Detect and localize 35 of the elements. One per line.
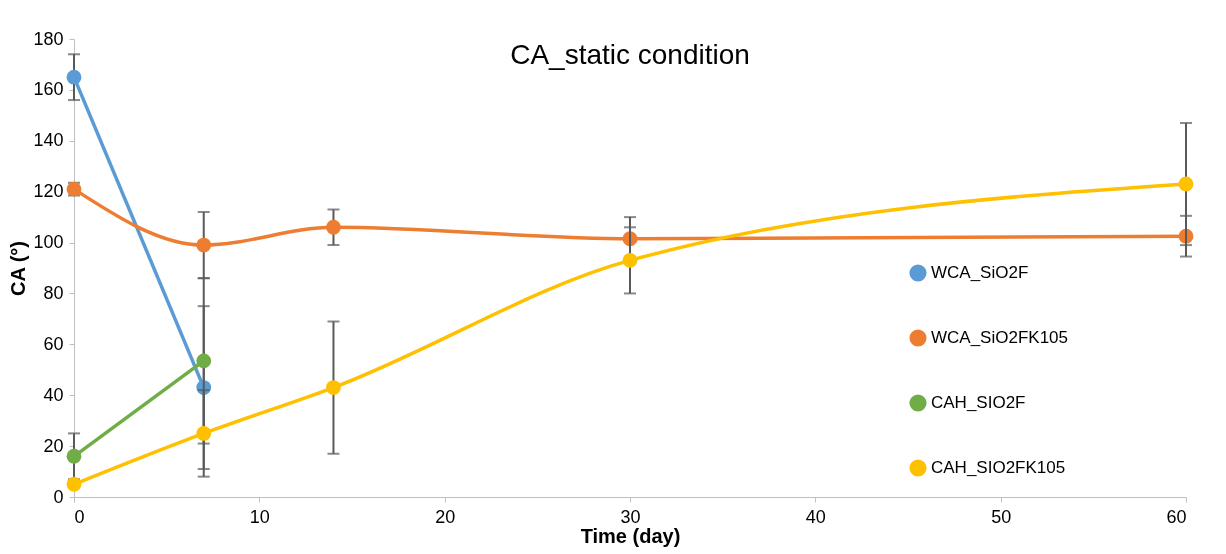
chart-title: CA_static condition — [510, 39, 750, 70]
x-tick-label: 60 — [1166, 506, 1187, 527]
point — [622, 252, 638, 268]
point — [326, 219, 341, 235]
y-tick-label: 20 — [43, 435, 64, 456]
y-tick-label: 140 — [33, 130, 64, 151]
y-tick-label: 100 — [33, 232, 64, 253]
y-axis-title: CA (°) — [7, 240, 30, 297]
legend-label: CAH_SIO2F — [931, 393, 1026, 412]
y-tick-label: 40 — [43, 384, 64, 405]
y-tick-label: 60 — [43, 333, 64, 354]
y-tick-label: 0 — [53, 486, 64, 507]
x-tick-label: 0 — [74, 506, 85, 527]
point — [196, 237, 212, 253]
legend-label: WCA_SiO2F — [931, 263, 1029, 282]
y-tick-label: 120 — [33, 181, 64, 202]
point — [66, 181, 82, 197]
point — [196, 425, 212, 441]
y-tick-label: 160 — [33, 79, 64, 100]
point — [326, 380, 341, 395]
point — [1178, 176, 1194, 192]
point — [66, 476, 82, 492]
y-tick-label: 80 — [43, 282, 64, 303]
point — [66, 69, 82, 85]
x-tick-label: 30 — [620, 506, 641, 527]
x-tick-label: 40 — [805, 506, 826, 527]
x-tick-label: 50 — [991, 506, 1012, 527]
point — [66, 448, 82, 464]
legend-label: WCA_SiO2FK105 — [931, 328, 1068, 347]
x-tick-label: 10 — [249, 506, 270, 527]
legend-label: CAH_SIO2FK105 — [931, 458, 1066, 477]
point — [196, 353, 212, 369]
y-tick-label: 180 — [33, 28, 64, 49]
x-axis-title: Time (day) — [580, 524, 681, 547]
x-tick-label: 20 — [435, 506, 456, 527]
